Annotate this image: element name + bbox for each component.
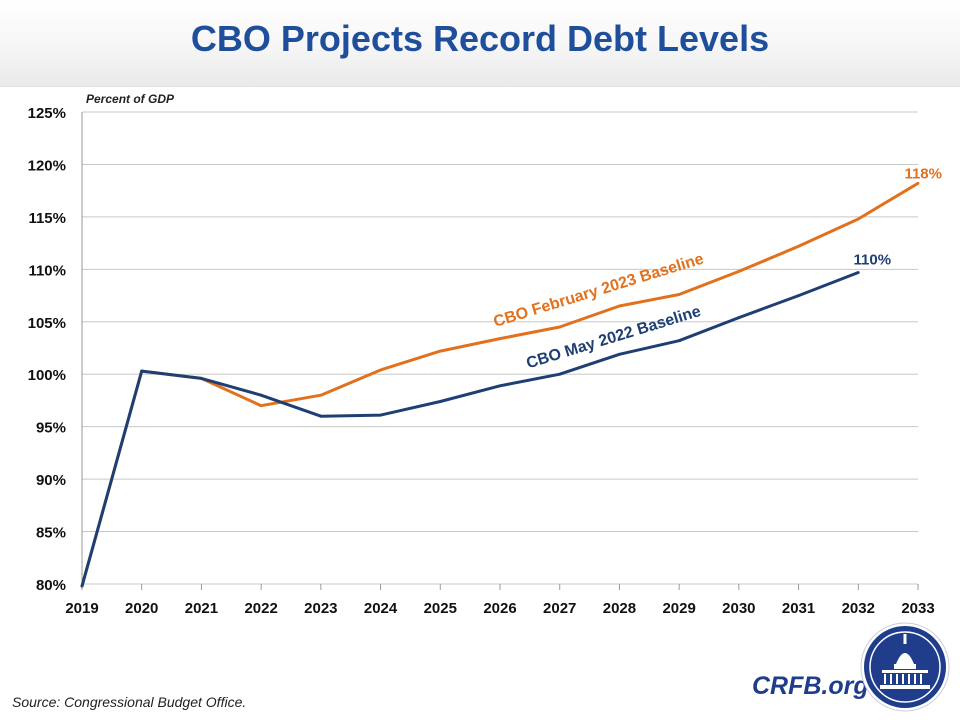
x-tick-label: 2033 — [901, 600, 934, 617]
data-point — [916, 181, 920, 185]
grid-layer — [82, 111, 918, 585]
x-tick-label: 2025 — [424, 600, 457, 617]
data-point — [259, 404, 263, 408]
y-tick-label: 80% — [36, 577, 66, 594]
source-note: Source: Congressional Budget Office. — [12, 694, 247, 710]
data-point — [200, 377, 203, 380]
capitol-seal-icon — [860, 622, 950, 712]
data-point — [498, 337, 502, 340]
y-tick-label: 125% — [28, 105, 66, 122]
chart-title: CBO Projects Record Debt Levels — [190, 18, 770, 59]
x-tick-label: 2020 — [125, 600, 158, 617]
data-point — [80, 584, 84, 588]
data-point — [737, 270, 741, 273]
brand-link[interactable]: CRFB.org — [752, 672, 869, 700]
y-tick-label: 120% — [28, 157, 66, 174]
y-tick-label: 100% — [28, 367, 66, 384]
end-label-feb-2023: 118% — [904, 165, 942, 182]
data-point — [797, 294, 800, 297]
data-point — [618, 352, 621, 356]
x-tick-label: 2028 — [603, 600, 636, 617]
data-point — [856, 271, 860, 274]
y-tick-label: 90% — [36, 472, 66, 489]
data-point — [319, 414, 323, 418]
data-point — [438, 400, 442, 403]
y-axis-label: Percent of GDP — [86, 92, 175, 106]
data-point — [259, 393, 263, 397]
x-tick-label: 2021 — [185, 600, 218, 617]
y-tick-label: 115% — [28, 210, 66, 227]
data-point — [498, 384, 502, 388]
x-tick-label: 2024 — [364, 600, 398, 617]
data-point — [856, 217, 860, 221]
x-tick-label: 2026 — [483, 600, 516, 617]
y-tick-label: 85% — [36, 525, 66, 542]
x-tick-label: 2031 — [782, 600, 815, 617]
x-tick-label: 2029 — [662, 600, 695, 617]
data-point — [558, 372, 562, 376]
series-layer — [80, 181, 920, 588]
data-point — [558, 325, 562, 329]
x-tick-label: 2032 — [842, 600, 875, 617]
data-point — [379, 413, 382, 417]
y-tick-label: 110% — [28, 262, 66, 279]
y-tick-label: 105% — [28, 315, 66, 332]
x-tick-label: 2023 — [304, 600, 337, 617]
end-label-may-2022: 110% — [854, 251, 892, 268]
data-point — [677, 293, 681, 296]
data-point — [379, 368, 382, 372]
series-line-may-2022 — [80, 271, 859, 587]
data-point — [438, 349, 442, 353]
title-band: CBO Projects Record Debt Levels — [0, 0, 960, 87]
axis-layer: 80% 85% 90% 95% 100% 105% 110% 115% 120% 125% 2019… — [28, 92, 935, 617]
x-tick-label: 2030 — [722, 600, 755, 617]
data-point — [618, 304, 621, 308]
x-tick-label: 2019 — [65, 600, 98, 617]
data-point — [319, 393, 323, 397]
data-point — [797, 244, 800, 248]
data-point — [140, 369, 144, 373]
x-tick-label: 2027 — [543, 600, 576, 617]
data-point — [737, 316, 741, 319]
x-tick-label: 2022 — [244, 600, 277, 617]
y-tick-label: 95% — [36, 420, 66, 437]
data-point — [677, 339, 681, 343]
